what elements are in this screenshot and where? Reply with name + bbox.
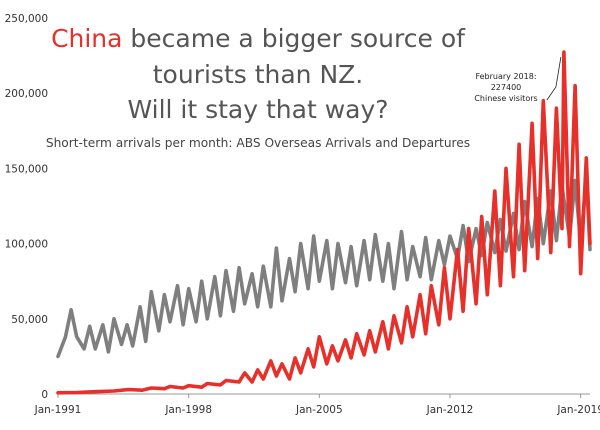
x-tick-label: Jan-2012	[426, 404, 474, 416]
y-tick-label: 50,000	[11, 314, 48, 326]
x-tick-label: Jan-1991	[34, 404, 82, 416]
series-group	[56, 50, 592, 395]
annotation-line-2: 227400	[491, 83, 522, 92]
y-tick-label: 250,000	[5, 13, 48, 25]
x-tick-label: Jan-1998	[164, 404, 212, 416]
chart-subtitle: Short-term arrivals per month: ABS Overs…	[46, 136, 470, 150]
annotation-line-3: Chinese visitors	[474, 94, 537, 103]
annotation-leader-line	[546, 56, 562, 101]
y-tick-label: 200,000	[5, 88, 48, 100]
chart-title-line-1: China became a bigger source of	[51, 24, 466, 53]
y-tick-label: 100,000	[5, 239, 48, 251]
y-tick-label: 0	[41, 389, 48, 401]
x-tick-label: Jan-2019	[556, 404, 600, 416]
chart-title-line-1-rest: became a bigger source of	[122, 24, 466, 53]
x-tick-label: Jan-2005	[295, 404, 343, 416]
chart-title-line-3: Will it stay that way?	[127, 95, 388, 124]
annotation-line-1: February 2018:	[475, 72, 536, 81]
chart-title-highlight: China	[51, 24, 122, 53]
y-tick-label: 150,000	[5, 163, 48, 175]
series-line-1	[56, 50, 592, 395]
annotation: February 2018: 227400 Chinese visitors	[474, 56, 562, 103]
axes: 0 50,000 100,000 150,000 200,000 250,000 Jan-1…	[5, 13, 600, 416]
chart-title-line-2: tourists than NZ.	[153, 60, 364, 89]
